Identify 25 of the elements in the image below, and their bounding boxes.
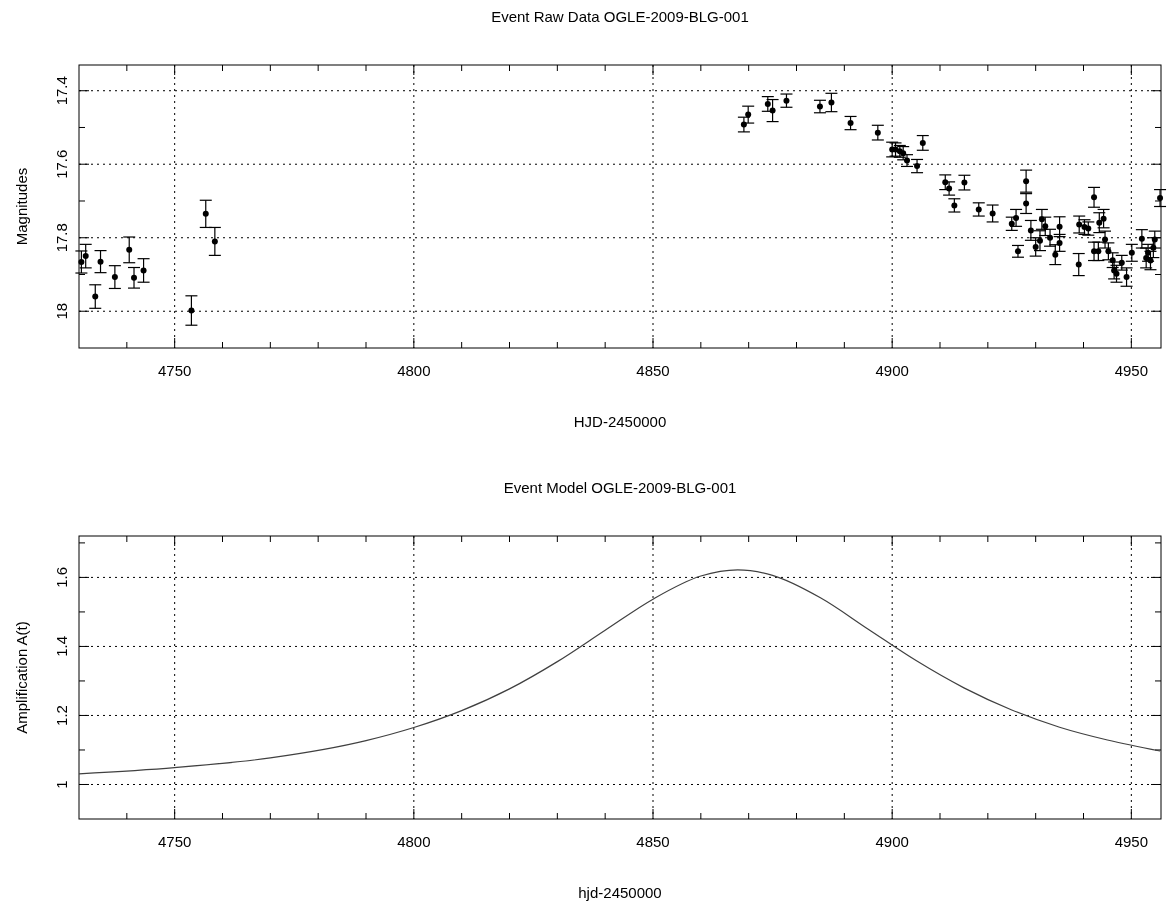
- y-axis-title: Magnitudes: [13, 167, 30, 246]
- y-tick-label: 1.4: [53, 636, 70, 657]
- y-tick-label: 17.4: [53, 76, 70, 106]
- y-tick-label: 17.8: [53, 223, 70, 253]
- y-tick-label: 1.6: [53, 566, 70, 588]
- x-axis-title: hjd-2450000: [578, 884, 662, 901]
- x-tick-label: 4850: [636, 362, 670, 379]
- y-tick-label: 18: [53, 302, 70, 320]
- x-tick-label: 4750: [157, 362, 192, 379]
- y-axis-title: Amplification A(t): [13, 621, 30, 734]
- x-tick-label: 4950: [1114, 833, 1149, 850]
- line-series: [78, 569, 1161, 775]
- y-tick-label: 17.6: [53, 149, 70, 179]
- chart-title: Event Model OGLE-2009-BLG-001: [503, 479, 737, 496]
- y-tick-label: 1.2: [53, 705, 70, 726]
- x-tick-label: 4800: [397, 362, 431, 379]
- x-tick-label: 4900: [875, 833, 909, 850]
- x-tick-label: 4750: [157, 833, 192, 850]
- x-axis-title: HJD-2450000: [573, 413, 667, 430]
- y-tick-label: 1: [53, 780, 70, 789]
- x-tick-label: 4800: [397, 833, 431, 850]
- chart-title: Event Raw Data OGLE-2009-BLG-001: [491, 8, 749, 25]
- x-tick-label: 4900: [875, 362, 909, 379]
- x-tick-label: 4850: [636, 833, 670, 850]
- x-tick-label: 4950: [1114, 362, 1149, 379]
